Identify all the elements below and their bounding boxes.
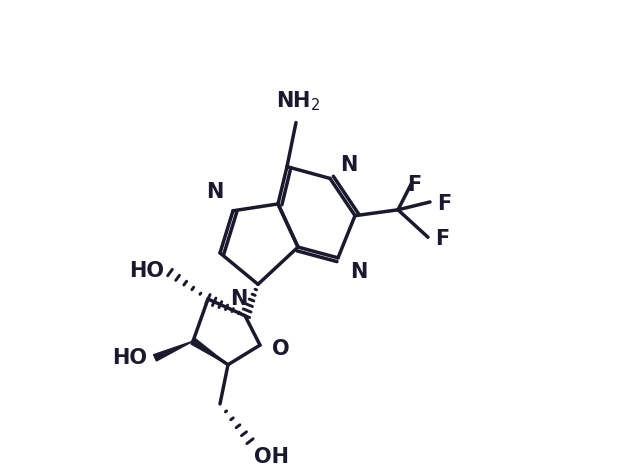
Polygon shape bbox=[154, 341, 193, 361]
Text: N: N bbox=[340, 155, 357, 174]
Polygon shape bbox=[191, 338, 228, 365]
Text: N: N bbox=[230, 289, 248, 309]
Text: N: N bbox=[205, 182, 223, 202]
Text: F: F bbox=[435, 229, 449, 249]
Text: HO: HO bbox=[129, 260, 164, 281]
Text: N: N bbox=[350, 262, 367, 282]
Text: F: F bbox=[407, 174, 421, 195]
Text: O: O bbox=[272, 339, 290, 359]
Text: NH$_2$: NH$_2$ bbox=[276, 89, 320, 113]
Text: OH: OH bbox=[254, 447, 289, 467]
Text: HO: HO bbox=[112, 348, 147, 368]
Text: F: F bbox=[437, 194, 451, 214]
